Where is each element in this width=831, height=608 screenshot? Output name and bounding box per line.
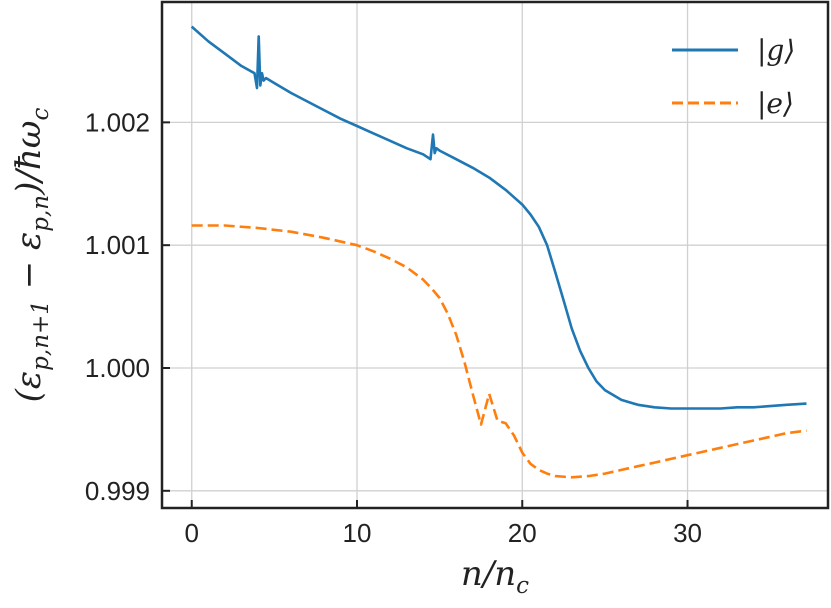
ticks (162, 121, 689, 508)
legend-label-e: |e⟩ (757, 87, 794, 120)
series-line-e (191, 224, 807, 479)
tick-labels: 0 10 20 30 0.999 1.000 1.001 1.002 (85, 107, 702, 548)
y-axis-label: (εp,n+1 − εp,n)/ħωc (9, 108, 54, 403)
legend: |g⟩ |e⟩ (672, 34, 795, 120)
series-line-g (190, 25, 807, 410)
x-tick-label: 20 (508, 518, 537, 548)
x-axis-label: n/nc (461, 554, 529, 599)
y-tick-label: 1.000 (85, 353, 150, 383)
y-tick-label: 1.001 (85, 230, 150, 260)
grid (162, 2, 828, 508)
legend-label-g: |g⟩ (757, 34, 795, 67)
plot-frame (160, 0, 830, 510)
x-tick-label: 10 (343, 518, 372, 548)
x-tick-label: 0 (185, 518, 199, 548)
y-tick-label: 1.002 (85, 107, 150, 137)
x-tick-label: 30 (673, 518, 702, 548)
y-tick-label: 0.999 (85, 476, 150, 506)
series-layer (190, 25, 807, 479)
